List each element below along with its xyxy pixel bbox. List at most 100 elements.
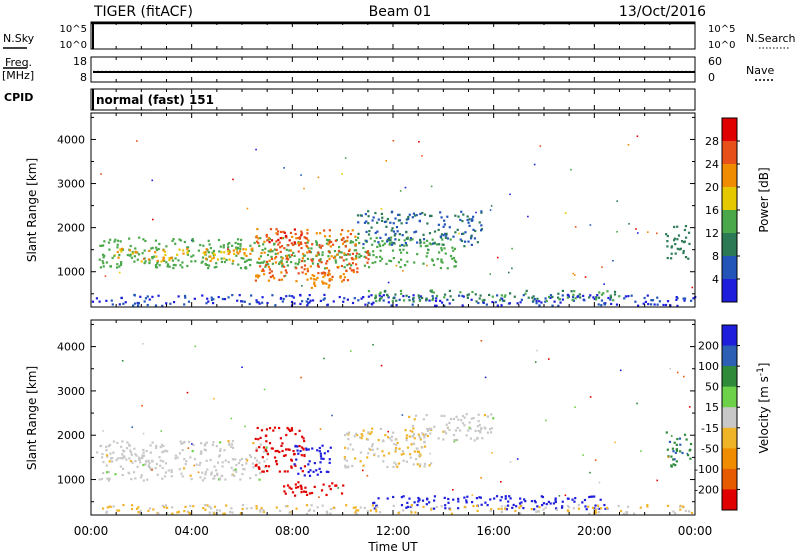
data-cell: [294, 432, 297, 436]
data-cell: [189, 474, 192, 477]
data-cell: [342, 300, 345, 303]
data-cell: [670, 464, 673, 467]
data-cell: [405, 218, 408, 221]
data-cell: [394, 238, 397, 241]
data-cell: [419, 240, 422, 244]
nave-tick-top: 60: [708, 55, 722, 68]
data-cell: [406, 505, 409, 508]
data-cell: [102, 244, 105, 247]
data-cell: [412, 434, 415, 438]
data-cell: [642, 302, 645, 305]
data-cell: [440, 301, 444, 304]
data-cell: [261, 268, 265, 271]
data-cell: [243, 253, 246, 256]
data-cell: [289, 231, 293, 235]
data-cell: [431, 295, 434, 298]
data-cell: [191, 450, 194, 453]
data-cell: [329, 487, 332, 491]
data-cell: [220, 260, 223, 264]
data-cell: [241, 503, 245, 507]
xlabel: Time UT: [367, 540, 418, 554]
data-cell: [218, 250, 221, 253]
data-cell: [300, 246, 303, 250]
data-cell: [461, 414, 465, 418]
data-cell: [256, 228, 259, 231]
noise-cell: [102, 430, 104, 432]
data-cell: [294, 464, 297, 467]
data-cell: [181, 449, 184, 452]
data-cell: [178, 248, 181, 251]
data-cell: [159, 464, 162, 467]
data-cell: [670, 246, 673, 249]
data-cell: [413, 261, 416, 264]
data-cell: [289, 261, 293, 264]
data-cell: [204, 257, 208, 260]
data-cell: [392, 222, 395, 225]
data-cell: [328, 458, 331, 461]
data-cell: [557, 292, 560, 295]
data-cell: [377, 497, 380, 500]
data-cell: [274, 252, 277, 255]
data-cell: [102, 460, 105, 464]
data-cell: [330, 507, 333, 511]
noise-cell: [627, 143, 630, 146]
velocity-ylabel: Slant Range [km]: [25, 366, 39, 470]
data-cell: [576, 295, 579, 298]
data-cell: [423, 445, 427, 448]
data-cell: [327, 243, 330, 246]
data-cell: [594, 504, 597, 507]
data-cell: [122, 455, 125, 458]
data-cell: [500, 304, 503, 307]
data-cell: [473, 237, 477, 240]
data-cell: [433, 425, 436, 428]
data-cell: [285, 234, 288, 237]
data-cell: [352, 506, 355, 509]
data-cell: [178, 468, 181, 471]
data-cell: [147, 509, 150, 512]
data-cell: [177, 259, 180, 262]
data-cell: [417, 294, 420, 297]
data-cell: [351, 464, 354, 468]
data-cell: [201, 479, 204, 482]
data-cell: [384, 433, 387, 437]
data-cell: [430, 214, 433, 218]
data-cell: [109, 452, 112, 455]
data-cell: [321, 504, 324, 507]
data-cell: [220, 257, 223, 260]
data-cell: [262, 470, 265, 473]
data-cell: [380, 296, 383, 300]
noise-cell: [338, 265, 340, 268]
data-cell: [168, 257, 171, 260]
data-cell: [135, 454, 138, 457]
data-cell: [455, 415, 458, 418]
noise-cell: [570, 168, 572, 171]
data-cell: [209, 259, 212, 263]
data-cell: [500, 297, 503, 300]
data-cell: [231, 294, 234, 297]
data-cell: [354, 432, 358, 435]
data-cell: [242, 257, 245, 260]
data-cell: [225, 504, 228, 507]
data-cell: [286, 505, 289, 508]
data-cell: [454, 214, 457, 217]
noise-cell: [213, 397, 215, 400]
data-cell: [513, 295, 516, 298]
freq-panel: Freq. [MHz] 18 8 60 0 Nave: [2, 55, 775, 84]
noise-cell: [667, 456, 670, 458]
data-cell: [116, 246, 119, 249]
data-cell: [240, 256, 243, 260]
data-cell: [249, 455, 253, 458]
colorbar-segment: [722, 448, 737, 470]
data-cell: [121, 457, 124, 460]
data-cell: [472, 504, 475, 508]
colorbar-segment: [722, 386, 737, 408]
data-cell: [413, 450, 416, 453]
data-cell: [355, 512, 358, 515]
data-cell: [208, 243, 211, 246]
data-cell: [443, 304, 446, 307]
data-cell: [200, 450, 203, 453]
data-cell: [270, 255, 273, 258]
data-cell: [519, 301, 522, 304]
data-cell: [561, 289, 565, 293]
data-cell: [246, 459, 249, 462]
